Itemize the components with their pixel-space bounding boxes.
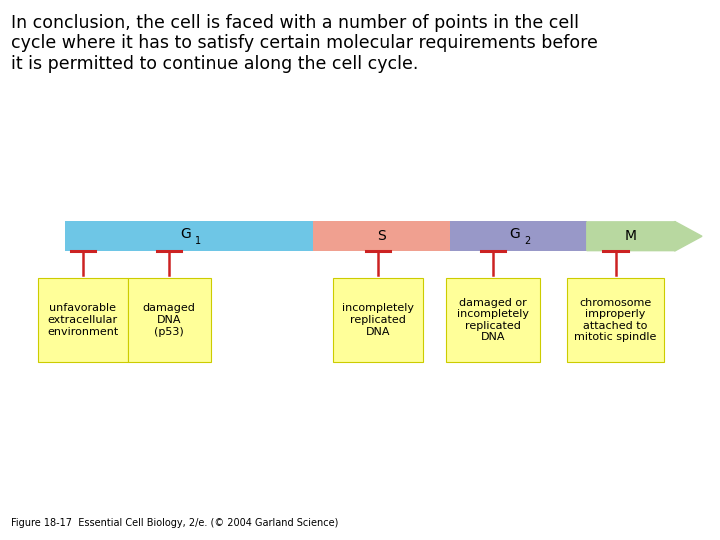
Text: 1: 1 bbox=[194, 235, 201, 246]
Text: Figure 18-17  Essential Cell Biology, 2/e. (© 2004 Garland Science): Figure 18-17 Essential Cell Biology, 2/e… bbox=[11, 518, 338, 528]
Text: 2: 2 bbox=[524, 235, 530, 246]
Text: G: G bbox=[180, 227, 191, 241]
Text: M: M bbox=[625, 230, 636, 243]
Text: G: G bbox=[510, 227, 520, 241]
FancyBboxPatch shape bbox=[38, 278, 128, 362]
FancyBboxPatch shape bbox=[567, 278, 665, 362]
FancyBboxPatch shape bbox=[313, 221, 450, 251]
FancyBboxPatch shape bbox=[128, 278, 210, 362]
FancyBboxPatch shape bbox=[65, 221, 313, 251]
Text: unfavorable
extracellular
environment: unfavorable extracellular environment bbox=[48, 303, 118, 336]
FancyBboxPatch shape bbox=[450, 221, 587, 251]
Text: damaged
DNA
(p53): damaged DNA (p53) bbox=[143, 303, 196, 336]
Text: S: S bbox=[377, 230, 386, 243]
Text: In conclusion, the cell is faced with a number of points in the cell
cycle where: In conclusion, the cell is faced with a … bbox=[11, 14, 598, 73]
Text: chromosome
improperly
attached to
mitotic spindle: chromosome improperly attached to mitoti… bbox=[575, 298, 657, 342]
FancyBboxPatch shape bbox=[446, 278, 540, 362]
FancyArrow shape bbox=[587, 221, 702, 251]
Text: incompletely
replicated
DNA: incompletely replicated DNA bbox=[342, 303, 414, 336]
FancyBboxPatch shape bbox=[333, 278, 423, 362]
Text: damaged or
incompletely
replicated
DNA: damaged or incompletely replicated DNA bbox=[457, 298, 529, 342]
